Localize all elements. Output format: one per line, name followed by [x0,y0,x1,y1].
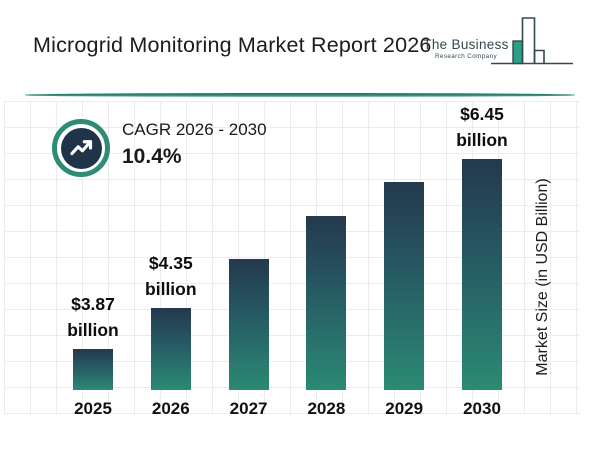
x-tick-label-2025: 2025 [74,399,112,418]
cagr-badge [52,119,110,177]
bar-2026 [150,308,191,390]
logo-company-name: The Business [423,37,509,52]
value-label-2026: $4.35 billion [116,250,226,302]
page-title: Microgrid Monitoring Market Report 2026 [33,33,432,57]
x-tick-label-2028: 2028 [307,399,346,418]
value-label-unit: billion [456,130,508,150]
x-tick-label-2026: 2026 [151,399,190,418]
logo-skyline-icon [491,17,573,65]
bar-2030 [462,159,502,390]
bar-2029 [384,182,425,390]
cagr-badge-circle [60,127,102,169]
logo-text: The Business Research Company [423,37,509,60]
cagr-period-label: CAGR 2026 - 2030 [122,120,267,139]
trend-up-icon [69,139,92,155]
value-label-amount: $3.87 [71,294,115,314]
logo-company-subtitle: Research Company [434,53,498,60]
x-tick-label-2030: 2030 [463,399,501,418]
company-logo: The Business Research Company [423,14,578,72]
x-tick-label-2029: 2029 [385,399,424,418]
value-label-amount: $4.35 [148,253,193,273]
value-label-2030: $6.45 billion [427,101,537,153]
cagr-text-block: CAGR 2026 - 2030 10.4% [122,120,267,169]
value-label-unit: billion [145,279,197,299]
bar-2025 [73,349,113,390]
bar-2028 [306,216,347,390]
bar-2027 [228,259,269,390]
header-divider [25,93,575,97]
x-tick-label-2027: 2027 [229,399,268,418]
value-label-amount: $6.45 [460,104,504,124]
cagr-value: 10.4% [122,145,182,168]
value-label-unit: billion [67,320,119,340]
y-axis-label: Market Size (in USD Billion) [534,178,551,376]
value-label-2025: $3.87 billion [38,291,148,343]
